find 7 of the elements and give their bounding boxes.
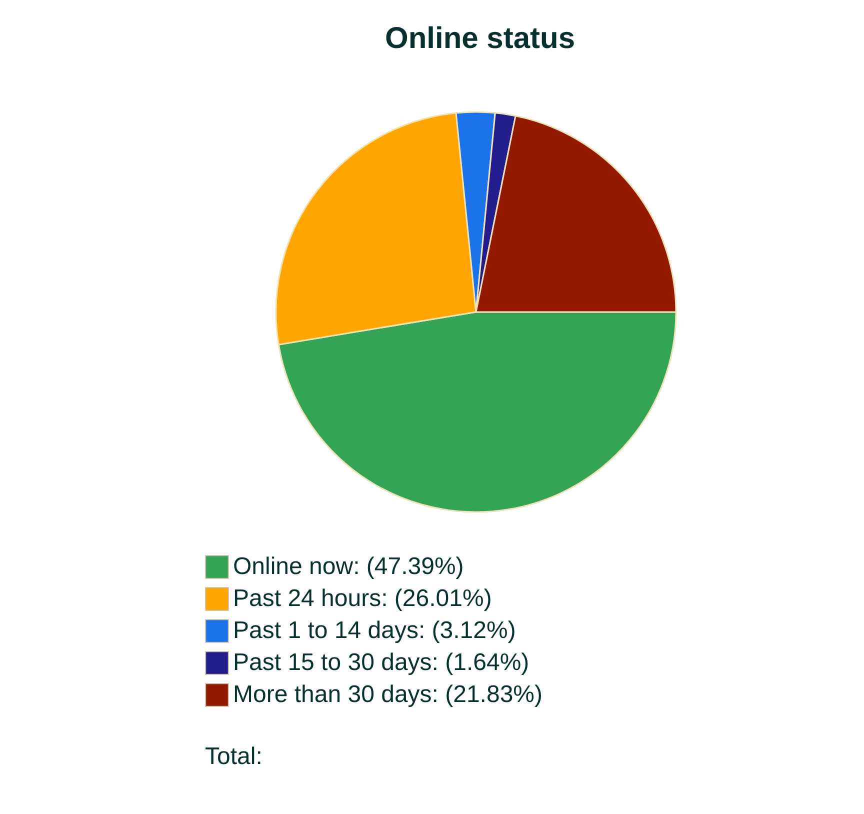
chart-title: Online status xyxy=(385,22,576,55)
legend-label: Online now: (47.39%) xyxy=(233,553,464,580)
legend-label: Past 1 to 14 days: (3.12%) xyxy=(233,617,516,644)
legend-label: More than 30 days: (21.83%) xyxy=(233,681,543,708)
legend-label: Past 15 to 30 days: (1.64%) xyxy=(233,649,530,676)
legend-label: Past 24 hours: (26.01%) xyxy=(233,585,492,612)
text: Total: xyxy=(205,743,262,770)
